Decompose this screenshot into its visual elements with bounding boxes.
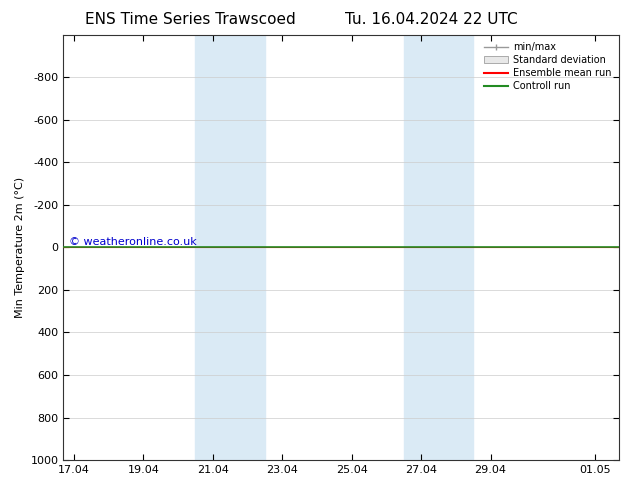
Bar (404, 35, 473, 460)
Y-axis label: Min Temperature 2m (°C): Min Temperature 2m (°C) (15, 177, 25, 318)
Legend: min/max, Standard deviation, Ensemble mean run, Controll run: min/max, Standard deviation, Ensemble me… (481, 40, 614, 94)
Text: © weatheronline.co.uk: © weatheronline.co.uk (69, 237, 197, 247)
Text: ENS Time Series Trawscoed: ENS Time Series Trawscoed (85, 12, 295, 27)
Bar (195, 35, 265, 460)
Text: Tu. 16.04.2024 22 UTC: Tu. 16.04.2024 22 UTC (345, 12, 517, 27)
